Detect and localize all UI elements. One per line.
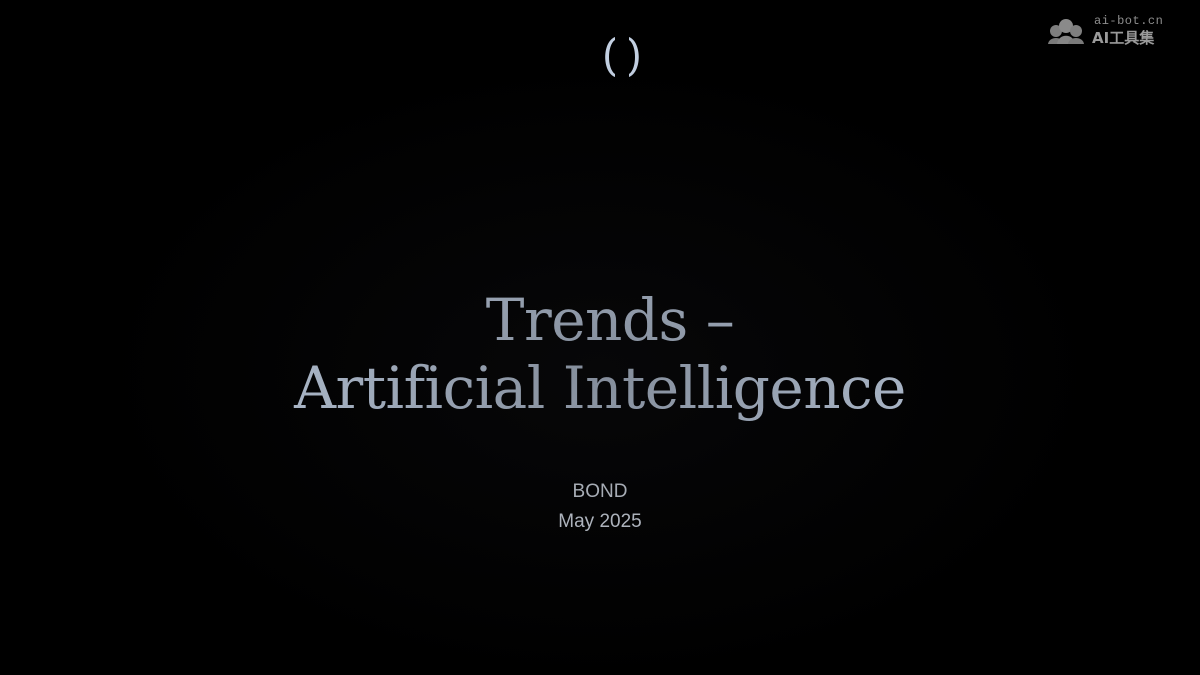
cloud-people-icon <box>1048 19 1084 44</box>
watermark-name: AI工具集 <box>1092 29 1155 47</box>
bond-logo-icon <box>605 37 639 77</box>
watermark-url: ai-bot.cn <box>1094 14 1164 28</box>
title-line-1: Trends – <box>485 286 735 354</box>
presentation-date: May 2025 <box>558 511 642 532</box>
organization-name: BOND <box>572 481 628 502</box>
watermark: ai-bot.cn AI工具集 <box>1046 14 1176 48</box>
slide-title: Trends – Artificial Intelligence <box>0 286 1200 422</box>
title-line-2: Artificial Intelligence <box>294 354 906 422</box>
